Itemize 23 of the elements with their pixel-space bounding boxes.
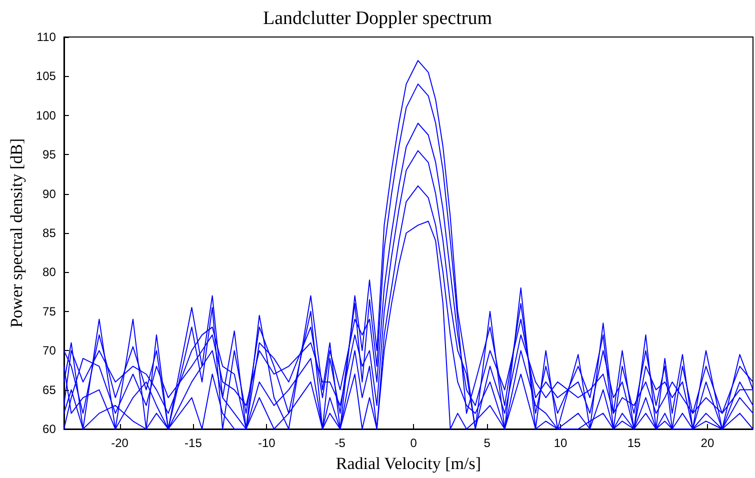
y-tick-label: 70 bbox=[42, 344, 56, 358]
x-axis-title: Radial Velocity [m/s] bbox=[336, 454, 482, 473]
y-tick-label: 100 bbox=[36, 108, 56, 122]
x-tick-label: -10 bbox=[258, 436, 276, 450]
x-tick-label: 0 bbox=[410, 436, 418, 450]
x-tick-label: 20 bbox=[700, 436, 714, 450]
x-tick-label: -15 bbox=[184, 436, 202, 450]
y-tick-label: 110 bbox=[36, 30, 56, 44]
x-tick-label: 15 bbox=[627, 436, 641, 450]
y-axis-title: Power spectral density [dB] bbox=[7, 138, 26, 328]
chart-title: Landclutter Doppler spectrum bbox=[263, 8, 492, 29]
x-tick-label: -20 bbox=[111, 436, 129, 450]
y-tick-label: 95 bbox=[42, 148, 56, 162]
y-tick-label: 80 bbox=[42, 265, 56, 280]
x-tick-label: -5 bbox=[334, 436, 346, 450]
y-tick-label: 85 bbox=[42, 226, 56, 240]
y-tick-label: 75 bbox=[42, 304, 56, 318]
y-tick-label: 105 bbox=[36, 69, 56, 84]
x-tick-label: 10 bbox=[554, 436, 568, 450]
y-tick-label: 60 bbox=[42, 422, 56, 436]
y-tick-label: 90 bbox=[42, 186, 56, 201]
x-tick-label: 5 bbox=[484, 436, 491, 450]
y-tick-label: 65 bbox=[42, 382, 56, 397]
